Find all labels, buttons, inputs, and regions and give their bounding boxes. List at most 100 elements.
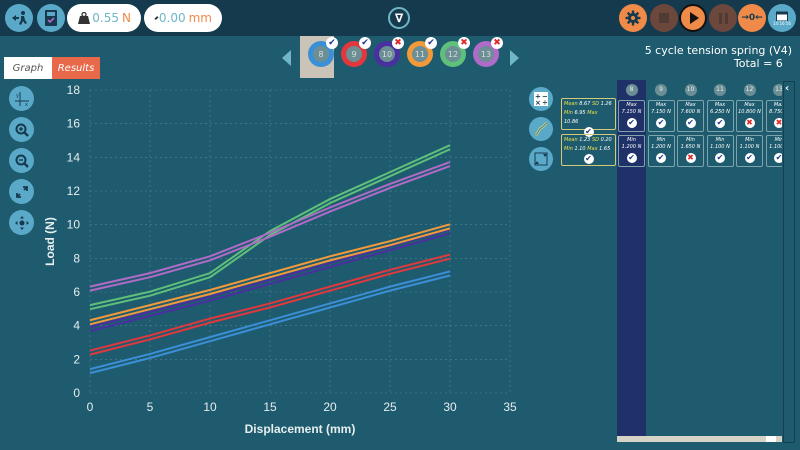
check-icon: ✔ [626, 153, 637, 163]
max-value: 10.86 [564, 119, 579, 125]
max-statistics-box[interactable]: Mean 8.67 SD 1.26 Min 6.95 Max 10.86 ✔ [561, 98, 616, 137]
result-label: Max [655, 102, 667, 108]
chevron-left-icon: ‹ [785, 83, 790, 94]
previous-sample-arrow-icon[interactable] [282, 50, 291, 66]
sample-8[interactable]: 8 ✔ [308, 37, 338, 67]
sample-selector: 8 ✔ 9 ✔ 10 ✖ 11 ✔ 12 ✖ 13 ✖ [280, 37, 530, 78]
result-label: Max [626, 102, 637, 108]
sample-id: 8 [313, 46, 329, 62]
result-cell[interactable]: Max 7.150 N ✔ [647, 100, 675, 132]
result-cell[interactable]: Min 1.200 N ✔ [647, 135, 675, 167]
displacement-value: 0.00 [158, 11, 186, 25]
sample-9[interactable]: 9 ✔ [341, 37, 371, 67]
pause-icon [718, 12, 728, 24]
exit-button[interactable] [5, 4, 33, 32]
sd-label: SD [591, 137, 599, 143]
min-statistics-box[interactable]: Mean 1.23 SD 0.20 Min 1.10 Max 1.65 ✔ [561, 134, 616, 166]
result-cell[interactable]: Max8.750 N ✖ [765, 100, 782, 132]
results-column[interactable]: 8 Max 7.150 N ✔ Min 1.200 N ✔ [618, 84, 645, 170]
calendar-button[interactable]: 14:16:56 [768, 4, 796, 32]
svg-text:×: × [535, 99, 541, 107]
result-label: Min [627, 137, 636, 143]
stop-button[interactable] [650, 4, 678, 32]
load-displacement-chart[interactable]: 0 5 10 15 20 25 30 35 0 2 4 6 8 10 12 14 16 18 Displacemen… [40, 80, 520, 440]
result-label: Min [715, 137, 725, 143]
tab-results[interactable]: Results [52, 57, 100, 79]
sample-number: 10 [684, 84, 697, 96]
min-label: Min [564, 110, 573, 116]
result-value: 7.600 N [680, 109, 701, 115]
results-horizontal-scrollbar[interactable] [617, 436, 782, 442]
calculations-button[interactable]: + − × ÷ [529, 87, 553, 111]
view-tabs: Graph Results [4, 57, 100, 79]
svg-text:0: 0 [73, 386, 80, 400]
zero-button[interactable]: →0← [738, 4, 766, 32]
results-column[interactable]: 12 Max 10.800 N ✖ Min 1.100 N ✔ [736, 84, 763, 170]
pan-icon [14, 215, 29, 230]
min-value: 1.10 [574, 146, 586, 152]
results-column[interactable]: 11 Max 6.250 N ✔ Min 1.100 N ✔ [706, 84, 734, 170]
mean-value: 8.67 [579, 101, 591, 107]
result-cell[interactable]: Max 6.250 N ✔ [706, 100, 734, 132]
sd-value: 1.26 [600, 101, 612, 107]
svg-text:12: 12 [67, 184, 81, 198]
svg-text:25: 25 [383, 400, 397, 414]
selected-column-highlight [617, 80, 646, 437]
zoom-out-button[interactable] [9, 148, 34, 173]
check-icon: ✔ [744, 153, 755, 163]
result-value: 1.200 N [651, 144, 671, 150]
result-value: 1.650 N [680, 144, 701, 150]
next-sample-arrow-icon[interactable] [510, 50, 519, 66]
sample-12[interactable]: 12 ✖ [440, 37, 470, 67]
curve-button[interactable] [529, 117, 553, 141]
stop-icon [659, 13, 669, 23]
expand-icon [15, 185, 28, 198]
svg-text:÷: ÷ [542, 99, 548, 107]
result-value: 1.100 N [739, 144, 760, 150]
results-column[interactable]: 9 Max 7.150 N ✔ Min 1.200 N ✔ [647, 84, 675, 170]
settings-button[interactable] [619, 4, 647, 32]
check-icon: ✔ [774, 153, 782, 163]
zoom-in-button[interactable] [9, 117, 34, 142]
sample-10[interactable]: 10 ✖ [374, 37, 404, 67]
pause-button[interactable] [709, 4, 737, 32]
limits-button[interactable] [529, 147, 553, 171]
fit-button[interactable] [9, 179, 34, 204]
svg-text:x: x [25, 102, 28, 107]
result-label: Min [656, 137, 666, 143]
sample-id: 12 [445, 46, 461, 62]
result-value: 1.100 N [710, 144, 730, 150]
clock-time: 14:16:56 [773, 20, 791, 26]
result-cell[interactable]: Max 7.600 N ✔ [677, 100, 704, 132]
scrollbar-thumb[interactable] [766, 436, 776, 442]
result-label: Max [744, 102, 755, 108]
result-cell[interactable]: Max 10.800 N ✖ [736, 100, 763, 132]
sample-id: 9 [346, 46, 362, 62]
weight-icon [78, 12, 90, 24]
sample-13[interactable]: 13 ✖ [473, 37, 503, 67]
svg-text:10: 10 [67, 218, 81, 232]
play-button[interactable] [679, 4, 707, 32]
result-cell[interactable]: Min 1.200 N ✔ [618, 135, 645, 167]
results-table[interactable]: 8 Max 7.150 N ✔ Min 1.200 N ✔ 9 Max 7.150 N ✔ Min 1.… [617, 80, 782, 442]
result-cell[interactable]: Min 1.650 N ✖ [677, 135, 704, 167]
collapse-panel-strip[interactable]: ‹ [783, 81, 795, 443]
sample-11[interactable]: 11 ✔ [407, 37, 437, 67]
result-value: 7.150 N [621, 109, 642, 115]
tab-graph[interactable]: Graph [4, 57, 52, 79]
report-button[interactable] [37, 4, 65, 32]
cross-icon: ✖ [458, 37, 470, 49]
max-label: Max [587, 146, 598, 152]
result-cell[interactable]: Max 7.150 N ✔ [618, 100, 645, 132]
pan-button[interactable] [9, 210, 34, 235]
results-column[interactable]: 10 Max 7.600 N ✔ Min 1.650 N ✖ [677, 84, 704, 170]
calculation-toolbar: + − × ÷ [529, 87, 553, 177]
gear-icon [625, 10, 641, 26]
result-label: Min [686, 137, 695, 143]
